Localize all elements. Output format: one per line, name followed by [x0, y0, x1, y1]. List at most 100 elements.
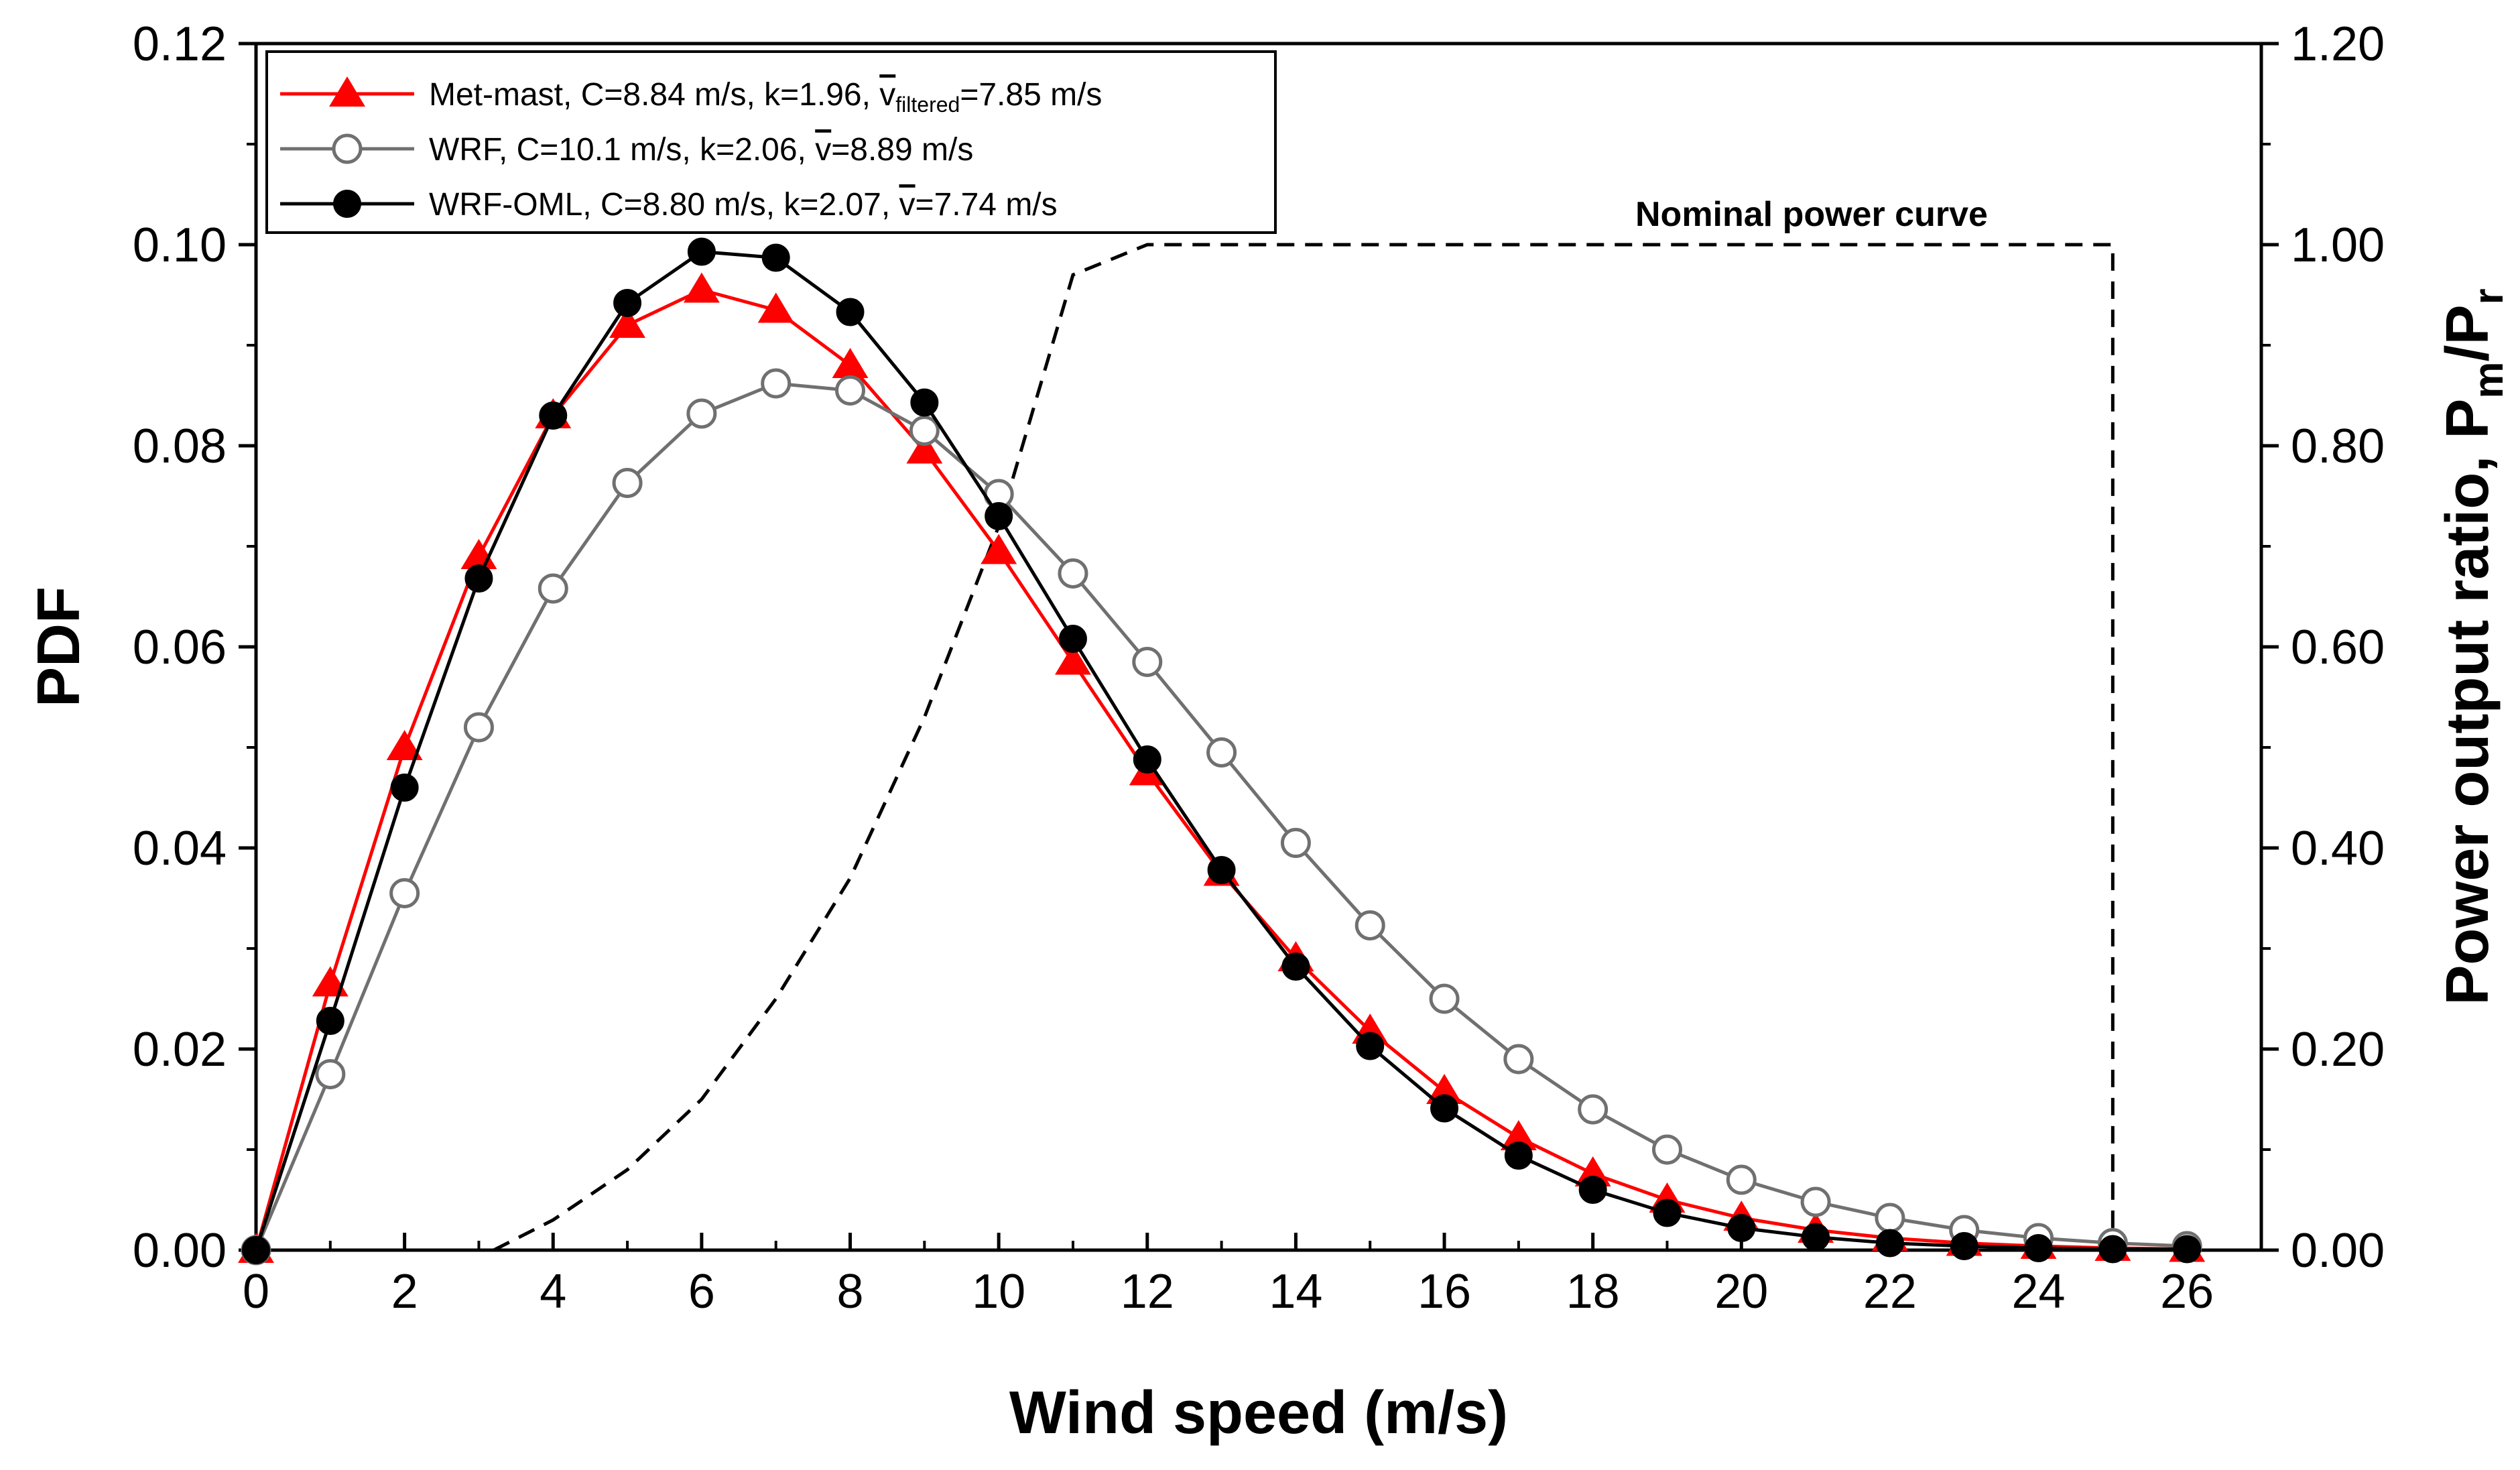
series-layer	[238, 237, 2206, 1266]
legend: Met-mast, C=8.84 m/s, k=1.96, vfiltered=…	[265, 50, 1277, 234]
data-point-filled-circle	[1058, 625, 1087, 653]
data-point-open-circle	[332, 133, 363, 164]
y-tick-label: 0.04	[133, 822, 227, 875]
data-point-open-circle	[1503, 1044, 1534, 1075]
data-point-filled-circle	[333, 190, 361, 218]
y-tick-label: 0.08	[133, 420, 227, 473]
x-tick-label: 8	[836, 1265, 863, 1319]
data-point-open-circle	[315, 1059, 346, 1089]
data-point-filled-circle	[1875, 1229, 1904, 1258]
data-point-filled-circle	[1356, 1032, 1385, 1060]
data-point-filled-circle	[390, 774, 419, 802]
data-point-filled-circle	[242, 1236, 270, 1264]
power-curve-layer	[493, 243, 2115, 1252]
data-point-triangle	[609, 308, 646, 338]
y-tick-label: 0.00	[133, 1224, 227, 1278]
data-point-filled-circle	[1727, 1214, 1756, 1242]
data-point-open-circle	[1726, 1164, 1757, 1195]
data-point-filled-circle	[761, 243, 790, 272]
data-point-open-circle	[761, 368, 792, 399]
series-wrf-oml	[242, 237, 2202, 1264]
y2-axis-ticks: 0.00 0.20 0.40 0.60 0.80 1.00 1.20	[2261, 17, 2385, 1278]
legend-label: WRF-OML, C=8.80 m/s, k=2.07, v=7.74 m/s	[429, 187, 1058, 223]
series-line	[254, 381, 2188, 1251]
data-point-filled-circle	[1281, 953, 1310, 981]
series-met-mast	[238, 272, 2206, 1263]
y-tick-label: 0.10	[133, 219, 227, 272]
data-point-open-circle	[463, 712, 494, 743]
data-point-open-circle	[1578, 1094, 1609, 1125]
data-point-open-circle	[1800, 1186, 1831, 1217]
data-point-filled-circle	[910, 388, 939, 417]
x-tick-label: 20	[1714, 1265, 1768, 1319]
y2-tick-label: 1.00	[2291, 219, 2385, 272]
data-point-triangle	[329, 76, 365, 107]
data-point-filled-circle	[1504, 1142, 1533, 1170]
data-point-filled-circle	[985, 502, 1013, 530]
data-point-open-circle	[1354, 910, 1385, 940]
data-point-triangle	[386, 730, 423, 760]
data-point-filled-circle	[1578, 1176, 1607, 1204]
power-curve-line	[493, 243, 2115, 1252]
data-point-open-circle	[686, 398, 717, 429]
legend-item: Met-mast, C=8.84 m/s, k=1.96, vfiltered=…	[280, 76, 1102, 117]
x-tick-label: 2	[391, 1265, 418, 1319]
x-tick-label: 22	[1863, 1265, 1917, 1319]
data-point-open-circle	[1132, 647, 1163, 677]
x-tick-label: 4	[540, 1265, 566, 1319]
x-tick-label: 16	[1418, 1265, 1471, 1319]
data-point-open-circle	[1875, 1203, 1905, 1233]
data-point-triangle	[1054, 644, 1091, 675]
data-point-open-circle	[612, 468, 643, 498]
data-point-open-circle	[389, 878, 420, 908]
data-point-open-circle	[1429, 983, 1460, 1014]
y2-tick-label: 1.20	[2291, 17, 2385, 71]
data-point-filled-circle	[1950, 1232, 1978, 1260]
legend-item: WRF, C=10.1 m/s, k=2.06, v=8.89 m/s	[280, 132, 973, 168]
data-point-filled-circle	[1430, 1094, 1459, 1123]
x-tick-label: 6	[688, 1265, 715, 1319]
y2-tick-label: 0.80	[2291, 420, 2385, 473]
data-point-triangle	[312, 966, 349, 997]
data-point-filled-circle	[464, 564, 493, 593]
data-point-open-circle	[1206, 737, 1237, 768]
x-tick-label: 24	[2012, 1265, 2066, 1319]
data-point-triangle	[906, 433, 943, 464]
data-point-filled-circle	[2098, 1235, 2127, 1264]
data-point-open-circle	[538, 573, 568, 604]
x-tick-label: 14	[1269, 1265, 1322, 1319]
legend-box	[265, 50, 1277, 234]
y2-tick-label: 0.40	[2291, 822, 2385, 875]
data-point-filled-circle	[836, 298, 865, 326]
x-tick-label: 18	[1566, 1265, 1620, 1319]
data-point-triangle	[683, 272, 720, 303]
data-point-open-circle	[1651, 1134, 1682, 1165]
data-point-filled-circle	[1802, 1223, 1830, 1251]
series-wrf	[241, 368, 2202, 1266]
data-point-filled-circle	[539, 402, 568, 430]
data-point-filled-circle	[613, 289, 642, 317]
y-tick-label: 0.02	[133, 1023, 227, 1077]
y2-tick-label: 0.20	[2291, 1023, 2385, 1077]
data-point-filled-circle	[2024, 1234, 2053, 1262]
data-point-filled-circle	[316, 1007, 344, 1035]
data-point-triangle	[832, 348, 869, 378]
legend-label: WRF, C=10.1 m/s, k=2.06, v=8.89 m/s	[429, 132, 973, 168]
data-point-filled-circle	[1133, 745, 1161, 774]
data-point-open-circle	[835, 375, 866, 406]
y-axis-title: PDF	[25, 587, 92, 707]
y-tick-label: 0.06	[133, 621, 227, 674]
x-axis-ticks: 0 2 4 6 8 10 12 14 16 18 20 22 24 26	[243, 1233, 2214, 1319]
data-point-filled-circle	[2173, 1235, 2202, 1264]
data-point-filled-circle	[1653, 1199, 1682, 1227]
y-tick-label: 0.12	[133, 17, 227, 71]
x-tick-label: 12	[1121, 1265, 1174, 1319]
data-point-open-circle	[909, 416, 940, 446]
data-point-filled-circle	[687, 237, 716, 266]
data-point-triangle	[757, 292, 794, 323]
data-point-triangle	[981, 534, 1017, 564]
legend-items: Met-mast, C=8.84 m/s, k=1.96, vfiltered=…	[280, 76, 1102, 223]
data-point-filled-circle	[1207, 856, 1236, 884]
legend-label: Met-mast, C=8.84 m/s, k=1.96, vfiltered=…	[429, 77, 1102, 117]
